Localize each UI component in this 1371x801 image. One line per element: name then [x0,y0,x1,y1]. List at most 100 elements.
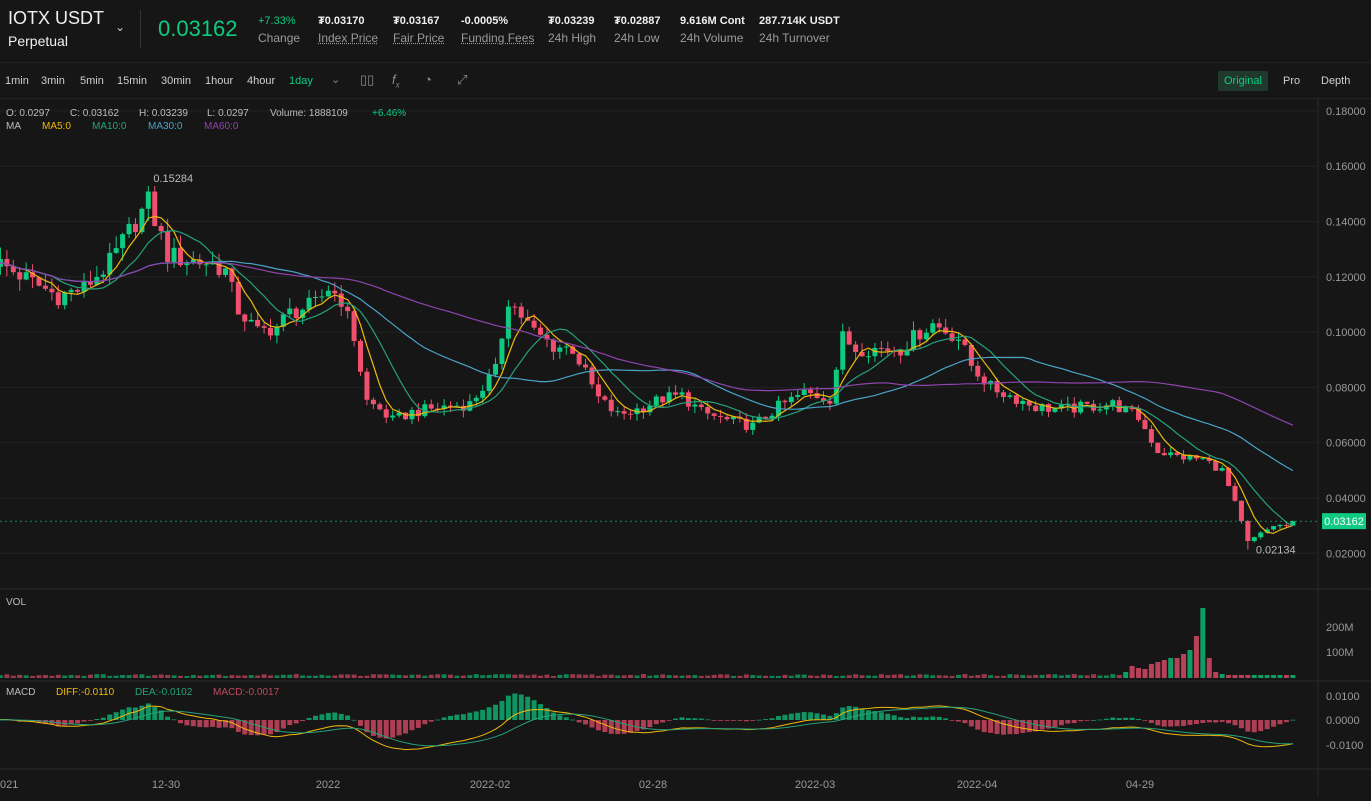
candle-body [473,397,479,402]
stat-change: +7.33% Change [258,15,300,45]
candle-body [499,338,505,364]
macd-bar [679,717,685,720]
volume-tick-label: 200M [1326,622,1354,634]
stat-fair-price[interactable]: ₮0.03167 Fair Price [393,15,444,45]
chevron-down-icon[interactable]: ⌄ [115,20,126,34]
stat-index-price[interactable]: ₮0.03170 Index Price [318,15,378,45]
timeframe-15min[interactable]: 15min [117,75,147,87]
macd-bar [1033,720,1039,732]
candle-body [345,306,351,312]
macd-bar [1148,720,1154,723]
view-depth[interactable]: Depth [1321,75,1351,87]
volume-bar [853,674,859,678]
candle-body [544,334,550,340]
candle-body [743,418,749,430]
volume-bar [615,675,621,678]
volume-bar [1091,674,1097,678]
volume-bar [563,674,569,678]
macd-bar [1123,717,1129,720]
candle-body [1001,392,1007,397]
timeframe-3min[interactable]: 3min [41,75,65,87]
volume-bar [235,675,241,678]
ma-legend-label: MA [6,121,21,132]
volume-bar [891,674,897,678]
candle-body [615,411,621,413]
candle-body [820,398,826,401]
macd-bar [833,713,839,720]
volume-bar [685,675,691,678]
candle-body [1058,404,1064,409]
volume-bar [640,674,646,678]
macd-bar [467,712,473,720]
volume-bar [132,674,138,678]
chevron-down-icon[interactable]: ⌄ [331,74,341,86]
volume-bar [1013,674,1019,678]
volume-bar [917,674,923,678]
volume-bar [460,675,466,678]
candle-body [538,327,544,335]
timeframe-1min[interactable]: 1min [5,75,29,87]
symbol-title[interactable]: IOTX USDT [8,8,105,28]
timeframe-1hour[interactable]: 1hour [205,75,234,87]
macd-bar [145,703,151,720]
volume-bar [1026,675,1032,678]
macd-bar [1065,720,1071,724]
candle-body [1258,532,1264,538]
candle-body [801,389,807,396]
candle-body [968,344,974,366]
candle-body [120,234,126,249]
candlestick-icon[interactable]: ▯▯ [360,72,375,87]
timeframe-5min[interactable]: 5min [80,75,104,87]
volume-bar [145,675,151,678]
timeframe-1day[interactable]: 1day [289,75,313,87]
stat-value: ₮0.03170 [318,15,365,27]
volume-bar [222,675,228,678]
vol-label: VOL [6,597,26,608]
volume-bar [936,675,942,678]
volume-bar [718,674,724,678]
stat-label: 24h Low [614,31,660,45]
function-icon[interactable]: fx [392,72,400,90]
volume-bar [248,675,254,678]
candle-body [415,409,421,417]
volume-bar [1020,675,1026,678]
macd-bar [782,714,788,720]
macd-bar [377,720,383,738]
volume-bar [4,674,10,678]
macd-bar [1026,720,1032,733]
stat-label: 24h Turnover [759,31,830,45]
volume-bar [904,675,910,678]
view-original[interactable]: Original [1218,71,1268,91]
macd-bar [300,720,306,722]
candle-body [171,247,177,263]
volume-bar [139,674,145,678]
view-pro[interactable]: Pro [1283,75,1301,87]
speedometer-icon[interactable]: ◔ [424,72,432,87]
volume-bar [1277,675,1283,678]
candle-body [55,292,61,306]
price-chart[interactable]: 0.18000 0.16000 0.14000 0.12000 0.10000 0.080… [0,99,1371,796]
volume-bar [184,675,190,678]
expand-icon[interactable]: ⤢ [457,72,468,87]
volume-bar [1084,675,1090,678]
macd-bar [943,718,949,720]
macd-bar [750,720,756,721]
candle-body [332,290,338,294]
macd-bar [1238,720,1244,729]
timeframe-30min[interactable]: 30min [161,75,191,87]
price-tick-label: 0.16000 [1326,161,1366,173]
volume-bar [42,674,48,678]
candle-body [1187,455,1193,460]
candle-body [557,347,563,352]
macd-bar [846,706,852,720]
chart-canvas[interactable]: 0.18000 0.16000 0.14000 0.12000 0.10000 0.080… [0,99,1371,796]
volume-bar [576,674,582,678]
price-tick-label: 0.06000 [1326,438,1366,450]
timeframe-4hour[interactable]: 4hour [247,75,276,87]
macd-bar [280,720,286,729]
stat-funding-fees[interactable]: -0.0005% Funding Fees [461,15,534,45]
macd-bar [415,720,421,728]
macd-bar [923,717,929,720]
volume-bar [1001,675,1007,678]
macd-bar [1136,718,1142,720]
